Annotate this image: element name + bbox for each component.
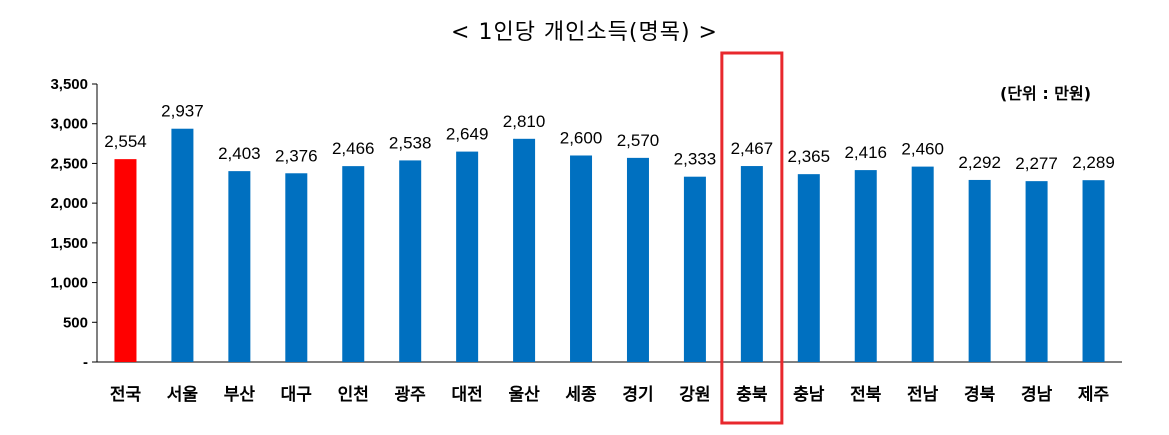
category-label: 대전 <box>451 385 482 405</box>
y-tick-label: 2,000 <box>50 195 88 212</box>
category-label: 강원 <box>679 385 710 405</box>
data-label: 2,600 <box>560 128 603 147</box>
chart-category-labels: 전국 서울 부산 대구 인천 광주 대전 울산 세종 경기 강원 충북 충남 전북 전남 경북 경남 제주 <box>110 385 1110 405</box>
category-label: 전남 <box>907 385 939 405</box>
data-label: 2,376 <box>275 146 318 165</box>
bar <box>1025 181 1048 362</box>
bar <box>626 157 649 362</box>
bar <box>854 170 877 362</box>
category-label: 경기 <box>622 385 653 405</box>
data-label: 2,292 <box>958 153 1001 172</box>
data-label: 2,810 <box>503 112 546 131</box>
highlight-box <box>720 51 784 425</box>
category-label: 제주 <box>1078 385 1110 405</box>
highlight-group <box>720 51 784 425</box>
bar <box>968 179 991 362</box>
y-tick-label: 3,000 <box>50 116 88 133</box>
data-label: 2,416 <box>844 143 887 162</box>
data-label: 2,554 <box>104 132 147 151</box>
chart-axes <box>96 84 1122 363</box>
y-tick-label: 1,500 <box>50 235 88 252</box>
data-label: 2,937 <box>161 102 204 121</box>
bar <box>570 155 593 362</box>
data-label: 2,365 <box>788 147 831 166</box>
category-label: 세종 <box>565 385 597 405</box>
bar <box>683 176 706 362</box>
data-label: 2,538 <box>389 133 432 152</box>
data-label: 2,649 <box>446 125 489 144</box>
chart-y-ticks: - 500 1,000 1,500 2,000 2,500 3,000 3,500 <box>50 76 97 371</box>
category-label: 전북 <box>850 385 882 405</box>
category-label: 부산 <box>224 385 256 405</box>
category-label: 충남 <box>793 385 825 405</box>
bar <box>285 173 308 362</box>
bar <box>399 160 422 362</box>
bar <box>740 166 763 362</box>
y-tick-label: 500 <box>63 314 88 331</box>
bar <box>513 138 536 362</box>
category-label: 서울 <box>167 385 199 405</box>
data-label: 2,277 <box>1015 154 1058 173</box>
data-label: 2,333 <box>674 150 717 169</box>
data-label: 2,460 <box>901 140 944 159</box>
bar <box>911 166 934 362</box>
bar <box>114 159 137 362</box>
bar <box>456 151 479 362</box>
category-label: 광주 <box>395 385 427 405</box>
data-label: 2,289 <box>1072 153 1115 172</box>
y-tick-label: 1,000 <box>50 275 88 292</box>
category-label: 충북 <box>736 385 768 405</box>
y-tick-label: - <box>83 354 88 371</box>
chart-data-labels: 2,554 2,937 2,403 2,376 2,466 2,538 2,649 2,810… <box>104 102 1115 173</box>
data-label: 2,466 <box>332 139 375 158</box>
category-label: 인천 <box>338 385 369 405</box>
category-label: 경북 <box>964 385 996 405</box>
category-label: 전국 <box>110 385 142 405</box>
chart-bars <box>114 128 1105 362</box>
category-label: 경남 <box>1021 385 1053 405</box>
bar <box>342 166 365 362</box>
y-tick-label: 2,500 <box>50 155 88 172</box>
unit-label: (단위 : 만원) <box>1000 84 1092 103</box>
bar <box>171 128 194 362</box>
bar <box>228 171 251 362</box>
y-tick-label: 3,500 <box>50 76 88 93</box>
category-label: 울산 <box>508 385 540 405</box>
data-label: 2,570 <box>617 131 660 150</box>
category-label: 대구 <box>281 385 313 405</box>
bar <box>797 174 820 362</box>
data-label: 2,467 <box>731 139 774 158</box>
data-label: 2,403 <box>218 144 261 163</box>
chart-title: < 1인당 개인소득(명목) > <box>451 20 718 45</box>
bar <box>1082 180 1105 362</box>
